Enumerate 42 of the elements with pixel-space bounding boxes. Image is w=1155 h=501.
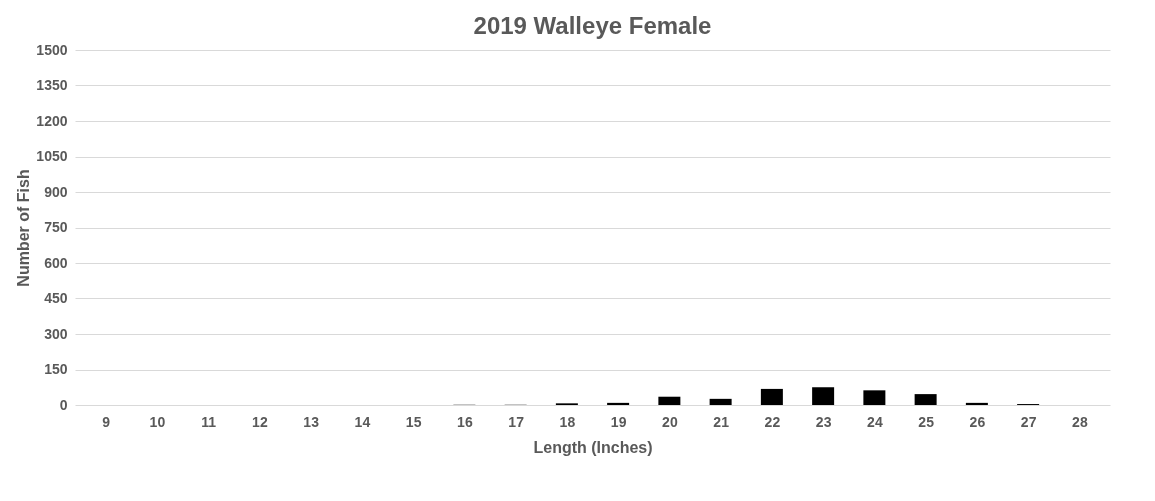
bar	[863, 390, 886, 405]
x-tick-label: 10	[149, 413, 166, 430]
x-tick-label: 11	[201, 413, 217, 430]
y-tick-label: 450	[44, 290, 68, 306]
x-tick-label: 24	[867, 413, 883, 430]
bar	[914, 394, 937, 405]
y-tick-label: 0	[59, 396, 68, 413]
x-tick-label: 14	[354, 413, 371, 430]
bar	[658, 396, 681, 405]
x-tick-label: 20	[662, 413, 678, 430]
x-tick-label: 28	[1072, 413, 1088, 430]
x-tick-label: 12	[252, 413, 268, 430]
x-tick-label: 13	[303, 413, 320, 430]
bar	[965, 402, 988, 405]
y-tick-label: 1350	[36, 77, 68, 93]
x-tick-label: 17	[508, 413, 525, 430]
y-tick-label: 1050	[36, 148, 68, 164]
bar	[760, 388, 783, 405]
y-tick-label: 1200	[36, 112, 68, 129]
y-axis-title: Number of Fish	[15, 169, 33, 287]
y-tick-label: 1500	[36, 41, 68, 58]
x-axis-title: Length (Inches)	[533, 438, 653, 456]
bar	[812, 387, 835, 405]
x-tick-label: 16	[457, 413, 473, 430]
bar	[709, 398, 732, 405]
chart-title: 2019 Walleye Female	[473, 12, 712, 39]
y-tick-label: 750	[44, 219, 68, 235]
y-tick-label: 900	[44, 183, 68, 200]
x-tick-label: 27	[1020, 413, 1037, 430]
x-tick-label: 23	[815, 413, 832, 430]
bar	[607, 402, 630, 405]
y-tick-label: 300	[44, 325, 68, 342]
x-tick-label: 26	[969, 413, 986, 430]
y-tick-label: 600	[44, 254, 68, 271]
x-tick-label: 21	[713, 413, 730, 430]
x-tick-label: 15	[405, 413, 422, 430]
x-tick-label: 18	[559, 413, 576, 430]
y-tick-label: 150	[44, 361, 68, 377]
x-tick-label: 25	[918, 413, 935, 430]
x-tick-label: 9	[102, 413, 111, 430]
x-tick-label: 22	[764, 413, 781, 430]
x-tick-label: 19	[610, 413, 627, 430]
